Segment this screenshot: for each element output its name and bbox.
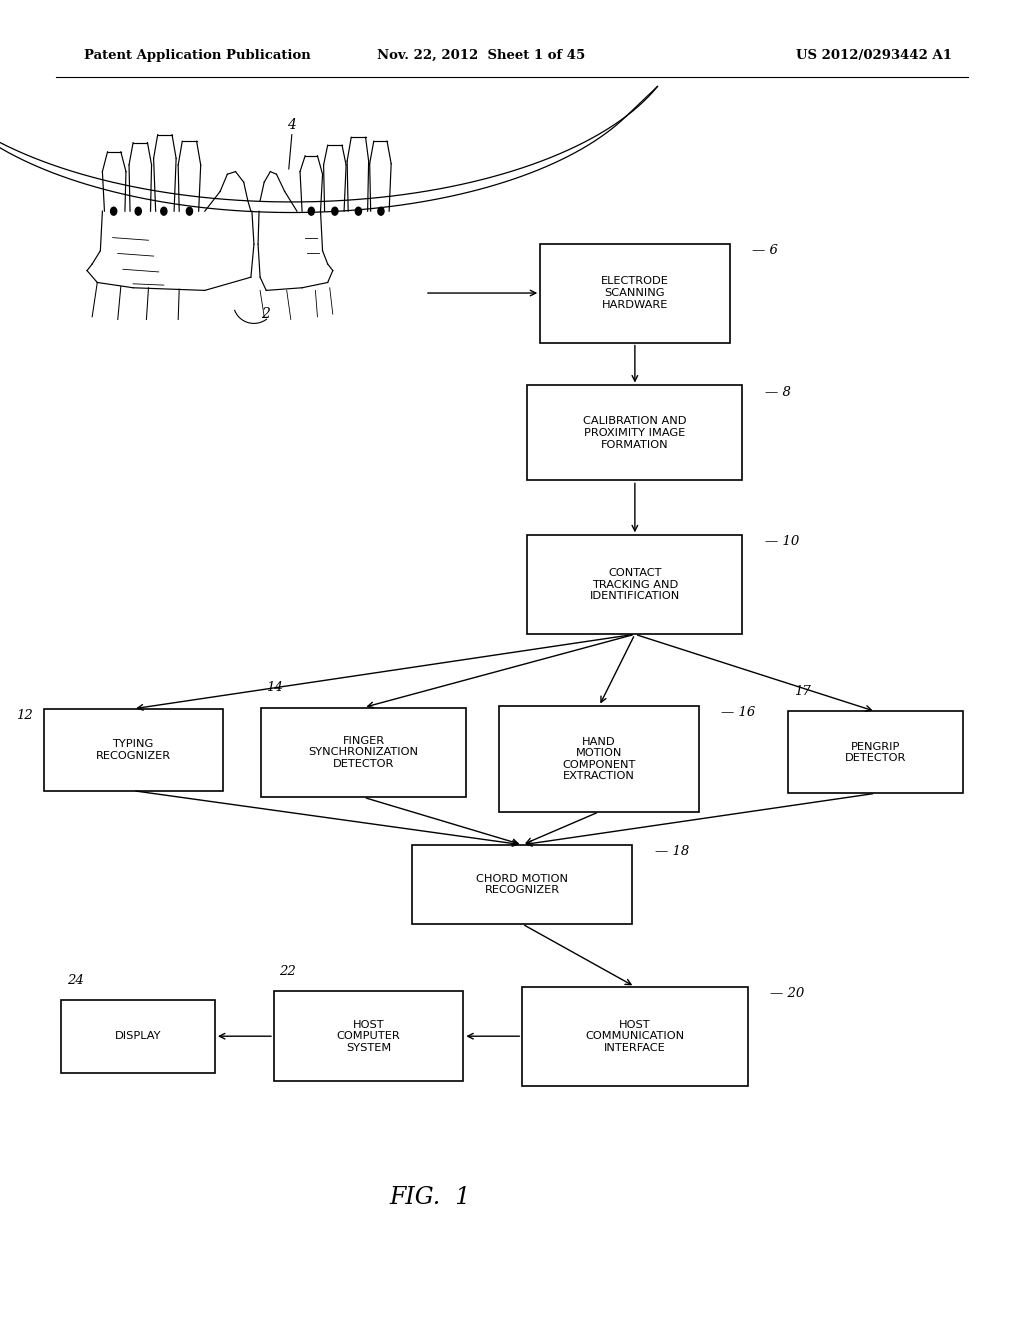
Text: 4: 4 (288, 117, 296, 132)
Text: Nov. 22, 2012  Sheet 1 of 45: Nov. 22, 2012 Sheet 1 of 45 (377, 49, 586, 62)
FancyBboxPatch shape (61, 1001, 215, 1072)
FancyBboxPatch shape (522, 987, 748, 1085)
Text: — 6: — 6 (752, 244, 778, 256)
Text: 24: 24 (67, 974, 83, 987)
Text: — 10: — 10 (765, 536, 799, 548)
Text: — 20: — 20 (770, 987, 804, 999)
Text: CHORD MOTION
RECOGNIZER: CHORD MOTION RECOGNIZER (476, 874, 568, 895)
Circle shape (378, 207, 384, 215)
Text: CONTACT
TRACKING AND
IDENTIFICATION: CONTACT TRACKING AND IDENTIFICATION (590, 568, 680, 602)
Text: FINGER
SYNCHRONIZATION
DETECTOR: FINGER SYNCHRONIZATION DETECTOR (308, 735, 419, 770)
FancyBboxPatch shape (527, 536, 742, 634)
Text: DISPLAY: DISPLAY (115, 1031, 162, 1041)
Text: US 2012/0293442 A1: US 2012/0293442 A1 (797, 49, 952, 62)
Text: 17: 17 (794, 685, 810, 698)
FancyBboxPatch shape (273, 991, 463, 1081)
Text: Patent Application Publication: Patent Application Publication (84, 49, 310, 62)
Text: CALIBRATION AND
PROXIMITY IMAGE
FORMATION: CALIBRATION AND PROXIMITY IMAGE FORMATIO… (583, 416, 687, 450)
Circle shape (355, 207, 361, 215)
Text: 22: 22 (279, 965, 296, 978)
Circle shape (332, 207, 338, 215)
FancyBboxPatch shape (412, 845, 633, 924)
Text: PENGRIP
DETECTOR: PENGRIP DETECTOR (845, 742, 906, 763)
FancyBboxPatch shape (541, 243, 729, 342)
Circle shape (186, 207, 193, 215)
Circle shape (135, 207, 141, 215)
Circle shape (111, 207, 117, 215)
FancyBboxPatch shape (527, 385, 742, 480)
Circle shape (161, 207, 167, 215)
Text: HAND
MOTION
COMPONENT
EXTRACTION: HAND MOTION COMPONENT EXTRACTION (562, 737, 636, 781)
FancyBboxPatch shape (44, 709, 223, 791)
Text: — 8: — 8 (765, 385, 791, 399)
FancyBboxPatch shape (499, 706, 698, 812)
Text: HOST
COMMUNICATION
INTERFACE: HOST COMMUNICATION INTERFACE (586, 1019, 684, 1053)
Text: ELECTRODE
SCANNING
HARDWARE: ELECTRODE SCANNING HARDWARE (601, 276, 669, 310)
Text: 14: 14 (266, 681, 283, 694)
Text: — 16: — 16 (721, 706, 756, 719)
Text: 12: 12 (16, 709, 34, 722)
Text: FIG.  1: FIG. 1 (389, 1185, 471, 1209)
Text: 2: 2 (261, 308, 270, 321)
Text: TYPING
RECOGNIZER: TYPING RECOGNIZER (95, 739, 171, 760)
Text: HOST
COMPUTER
SYSTEM: HOST COMPUTER SYSTEM (337, 1019, 400, 1053)
FancyBboxPatch shape (788, 711, 963, 793)
Circle shape (308, 207, 314, 215)
FancyBboxPatch shape (261, 708, 466, 797)
Text: — 18: — 18 (655, 845, 689, 858)
